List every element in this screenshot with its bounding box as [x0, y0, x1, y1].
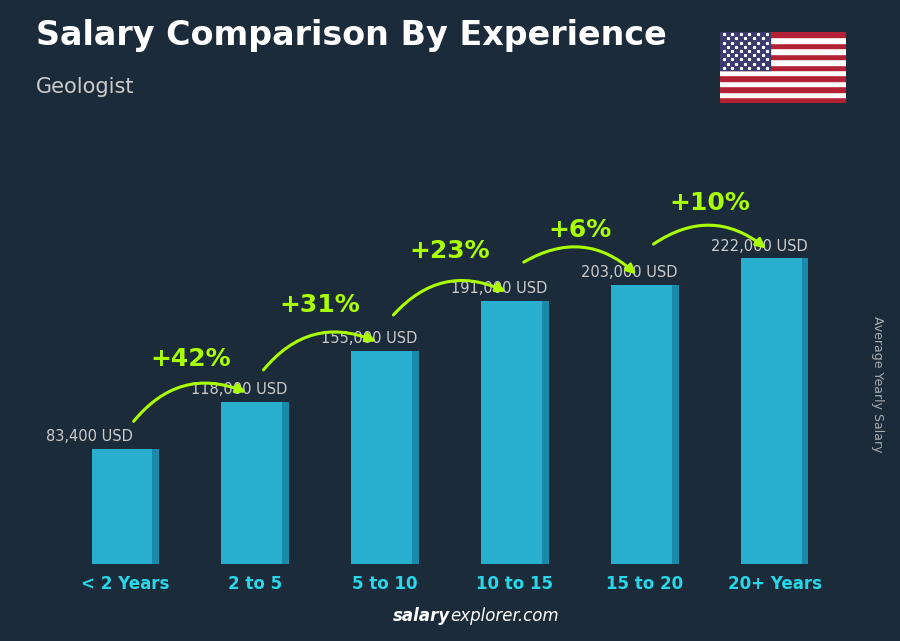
Bar: [741, 258, 808, 564]
Bar: [542, 301, 549, 564]
Text: +31%: +31%: [280, 292, 361, 317]
Text: salary: salary: [392, 607, 450, 625]
Text: 203,000 USD: 203,000 USD: [580, 265, 678, 279]
Bar: [412, 351, 418, 564]
Text: 222,000 USD: 222,000 USD: [711, 238, 807, 254]
Bar: [92, 449, 159, 564]
Bar: [720, 48, 846, 54]
Bar: [720, 81, 846, 87]
Bar: [351, 351, 418, 564]
Bar: [720, 70, 846, 76]
Bar: [720, 92, 846, 97]
Bar: [720, 43, 846, 48]
Bar: [221, 402, 289, 564]
Bar: [283, 402, 289, 564]
Text: 118,000 USD: 118,000 USD: [192, 382, 288, 397]
Text: +10%: +10%: [670, 191, 750, 215]
Text: Salary Comparison By Experience: Salary Comparison By Experience: [36, 19, 667, 52]
Bar: [720, 97, 846, 103]
Bar: [671, 285, 679, 564]
Text: Geologist: Geologist: [36, 77, 134, 97]
Text: Average Yearly Salary: Average Yearly Salary: [871, 317, 884, 453]
Text: 155,000 USD: 155,000 USD: [321, 331, 418, 346]
Text: +23%: +23%: [410, 239, 490, 263]
Bar: [802, 258, 808, 564]
Bar: [720, 76, 846, 81]
Bar: [611, 285, 679, 564]
Bar: [720, 59, 846, 65]
Bar: [720, 65, 846, 70]
Text: explorer.com: explorer.com: [450, 607, 559, 625]
Bar: [152, 449, 159, 564]
Text: +6%: +6%: [548, 219, 611, 242]
Text: +42%: +42%: [150, 347, 230, 371]
Bar: [720, 87, 846, 92]
Bar: [720, 32, 770, 70]
Text: 191,000 USD: 191,000 USD: [451, 281, 547, 296]
Bar: [482, 301, 549, 564]
Bar: [720, 32, 846, 37]
Bar: [720, 37, 846, 43]
Bar: [720, 54, 846, 59]
Text: 83,400 USD: 83,400 USD: [46, 429, 132, 444]
